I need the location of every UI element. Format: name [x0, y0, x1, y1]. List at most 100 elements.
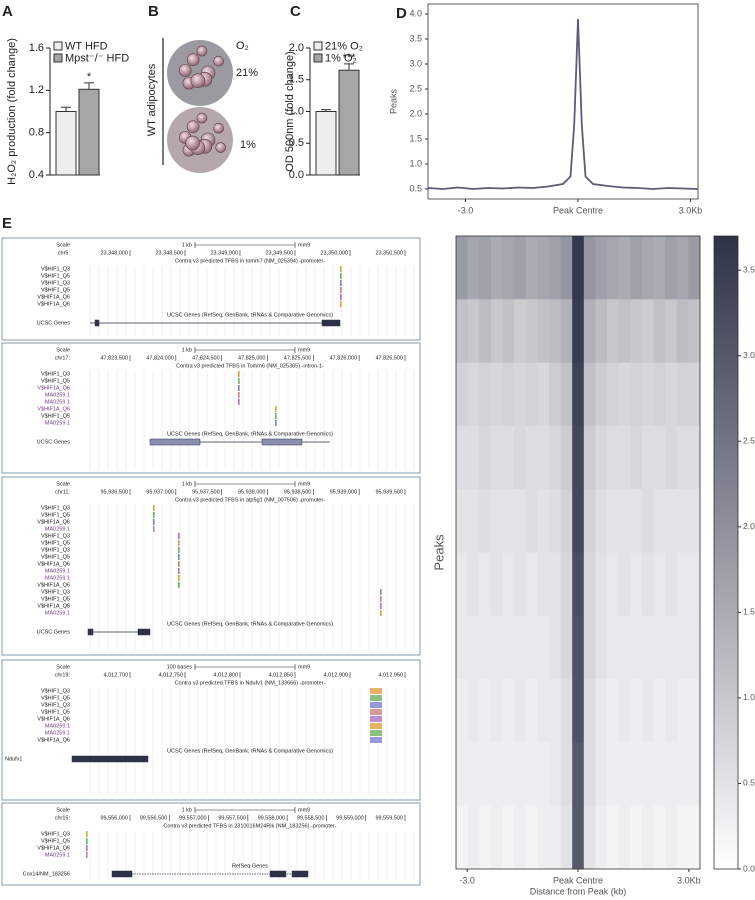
x-tick-label: 3.0Kb: [677, 875, 701, 885]
heatmap-cell: [514, 489, 527, 553]
heatmap-cell: [641, 742, 654, 807]
genes-title: UCSC Genes (RefSeq, GenBank, tRNAs & Com…: [167, 312, 333, 318]
tfbs-site: [178, 533, 180, 539]
heatmap-cell: [467, 299, 480, 363]
coordinate: 95,938,500: [284, 489, 312, 495]
coordinate: 95,939,000: [330, 489, 358, 495]
heatmap-cell: [560, 552, 573, 617]
heatmap-cell: [479, 805, 492, 870]
bar: [55, 111, 77, 176]
y-tick-label: 2.5: [409, 83, 422, 93]
coordinate: 23,348,500: [155, 250, 183, 256]
heatmap-cell: [665, 552, 678, 617]
y-tick-label: 1.5: [289, 74, 304, 86]
track-label: V$HIF1A_Q6: [37, 845, 70, 851]
heatmap-cell: [548, 489, 561, 553]
heatmap-cell: [595, 805, 608, 870]
tfbs-site: [86, 852, 88, 858]
heatmap-cell: [467, 742, 480, 807]
heatmap-cell: [583, 552, 596, 617]
heatmap-cell: [688, 552, 701, 617]
colorbar-tick-label: 2.5: [743, 436, 755, 446]
assembly: mm9: [298, 664, 310, 670]
exon: [111, 870, 133, 878]
heatmap-cell: [572, 236, 585, 300]
panel-label: D: [396, 5, 407, 22]
y-tick-label: 0.4: [29, 169, 44, 181]
y-tick-label: 4.0: [409, 8, 422, 18]
scale-label: Scale: [56, 481, 70, 487]
heatmap-cell: [618, 236, 631, 300]
heatmap-cell: [456, 489, 469, 553]
heatmap-cell: [456, 362, 469, 427]
heatmap-cell: [676, 362, 689, 427]
heatmap-cell: [537, 742, 550, 807]
heatmap-cell: [490, 805, 503, 870]
heatmap-cell: [630, 236, 643, 300]
track-label: MA0259.1: [45, 610, 70, 616]
track-label: V$HIF1_Q5: [41, 596, 70, 602]
legend-label: 1% O₂: [325, 52, 357, 64]
scale-bar: [194, 807, 296, 813]
heatmap-cell: [583, 742, 596, 807]
heatmap-cell: [583, 362, 596, 427]
heatmap-cell: [502, 362, 515, 427]
track-label: V$HIF1_Q5: [41, 838, 70, 844]
exon: [321, 319, 341, 327]
exon: [94, 319, 100, 327]
heatmap-cell: [572, 742, 585, 807]
colorbar-tick-label: 1.5: [743, 607, 755, 617]
legend-swatch: [313, 53, 323, 63]
y-label: OD 500nm (fold change): [284, 51, 296, 171]
colorbar-tick-label: 3.0: [743, 350, 755, 360]
heatmap-cell: [641, 679, 654, 743]
y-tick-label: 2.0: [409, 108, 422, 118]
cell: [178, 64, 192, 77]
heatmap-cell: [479, 615, 492, 680]
coordinate: 4,012,950: [379, 672, 403, 678]
heatmap-cell: [665, 236, 678, 300]
heatmap-cell: [572, 552, 585, 617]
bar: [78, 88, 100, 176]
heatmap-cell: [490, 742, 503, 807]
track-label: V$HIF1A_Q6: [37, 301, 70, 307]
exon: [71, 755, 149, 763]
heatmap-cell: [572, 425, 585, 490]
tfbs-site: [340, 301, 342, 307]
heatmap-cell: [525, 425, 538, 490]
heatmap-cell: [607, 742, 620, 807]
heatmap-cell: [467, 805, 480, 870]
heatmap-cell: [525, 552, 538, 617]
heatmap-cell: [456, 805, 469, 870]
track-title: Contra v3 predicted TFBS in tomm7 (NM_02…: [175, 258, 325, 264]
scale: 1 kb: [182, 807, 192, 813]
tfbs-site: [86, 845, 88, 851]
browser-panel: [1, 342, 421, 474]
tfbs-site: [370, 688, 382, 694]
track-label: V$HIF1A_Q6: [37, 294, 70, 300]
assembly: mm9: [298, 347, 310, 353]
heatmap-cell: [514, 805, 527, 870]
legend-label: 21% O₂: [325, 40, 363, 52]
heatmap-cell: [607, 679, 620, 743]
heatmap-cell: [595, 552, 608, 617]
y-tick-label: 3.5: [409, 33, 422, 43]
heatmap-cell: [479, 236, 492, 300]
heatmap-cell: [456, 425, 469, 490]
heatmap-cell: [514, 615, 527, 680]
track-label: V$HIF1_Q5: [41, 378, 70, 384]
y-tick-label: 1.6: [29, 42, 44, 54]
heatmap-cell: [665, 299, 678, 363]
heatmap-cell: [641, 805, 654, 870]
heatmap-cell: [560, 615, 573, 680]
legend-swatch: [53, 53, 63, 63]
heatmap-cell: [653, 742, 666, 807]
y-label: Peaks: [388, 88, 398, 114]
tfbs-site: [238, 385, 240, 391]
legend-label: Mpst⁻/⁻ HFD: [65, 52, 129, 64]
heatmap-cell: [525, 805, 538, 870]
coordinate: 99,559,500: [375, 815, 403, 821]
coordinate: 99,556,500: [140, 815, 168, 821]
track-label: V$HIF1A_Q6: [37, 385, 70, 391]
